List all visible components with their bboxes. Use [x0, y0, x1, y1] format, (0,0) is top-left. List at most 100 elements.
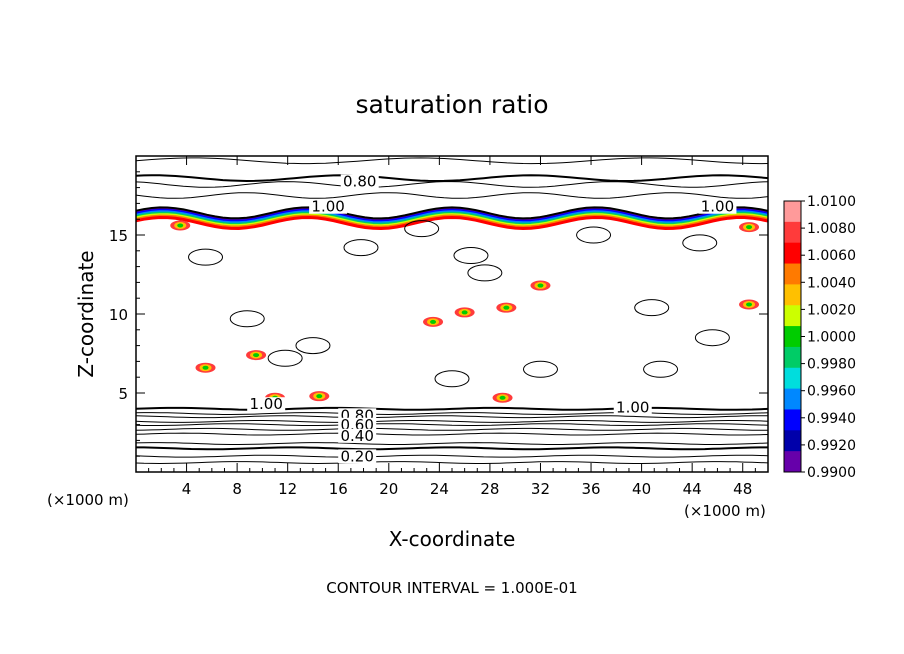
closed-contour — [576, 226, 612, 244]
contour-label: 0.40 — [340, 427, 373, 445]
x-tick-label: 16 — [329, 480, 348, 498]
colorbar-swatch — [784, 284, 801, 306]
colorbar-swatch — [784, 346, 801, 369]
saturation-band — [135, 215, 769, 231]
colorbar-label: 0.9960 — [807, 384, 856, 400]
contour-label-background — [698, 199, 737, 214]
contour-label: 1.00 — [311, 198, 344, 216]
colorbar-swatch — [784, 263, 801, 285]
closed-contour — [453, 247, 489, 265]
y-tick-label: 5 — [118, 385, 128, 403]
x-unit-right: (×1000 m) — [684, 502, 766, 520]
colorbar-label: 0.9980 — [807, 357, 856, 373]
colorbar-label: 1.0080 — [807, 221, 856, 237]
x-tick-label: 20 — [379, 480, 398, 498]
x-axis-label: X-coordinate — [389, 527, 516, 551]
x-tick-label: 48 — [733, 480, 752, 498]
supersaturated-spot-center — [746, 225, 753, 230]
contour-label: 1.00 — [701, 198, 734, 216]
contour-label-background — [247, 397, 286, 412]
closed-contour — [404, 220, 440, 238]
contour-line-1-00-upper — [135, 206, 769, 220]
colorbar-swatch — [784, 367, 801, 390]
closed-contour — [634, 299, 670, 317]
x-tick-label: 24 — [430, 480, 449, 498]
contour-line-lower — [135, 423, 769, 426]
contour-line-lower — [135, 415, 768, 419]
contour-line-lower — [135, 454, 769, 458]
colorbar-swatch — [784, 242, 801, 265]
colorbar-label: 0.9920 — [807, 438, 856, 454]
colorbar-label: 1.0000 — [807, 330, 856, 346]
colorbar-swatch — [784, 305, 801, 327]
contour-line-lower — [135, 432, 769, 436]
colorbar-label: 1.0040 — [807, 275, 856, 291]
y-tick-label: 15 — [109, 227, 128, 245]
closed-contour — [188, 248, 224, 266]
supersaturated-spot-center — [430, 319, 437, 324]
contour-label-background — [340, 174, 379, 189]
chart-title: saturation ratio — [355, 90, 548, 119]
contour-label: 1.00 — [249, 395, 282, 413]
x-tick-label: 12 — [278, 480, 297, 498]
contour-line-lower — [135, 427, 768, 431]
x-tick-label: 36 — [581, 480, 600, 498]
supersaturated-spot-center — [503, 305, 510, 310]
supersaturated-spot-center — [316, 394, 323, 399]
colorbar-label: 0.9900 — [807, 465, 856, 481]
colorbar-swatch — [784, 430, 801, 452]
colorbar-swatch — [784, 221, 801, 244]
supersaturated-spot-center — [202, 365, 209, 370]
y-axis-label: Z-coordinate — [74, 250, 98, 377]
contour-label: 1.00 — [616, 398, 649, 416]
contour-line-lower — [135, 461, 769, 465]
y-axis-ticks: 5 10 15 — [109, 171, 768, 457]
contour-label-background — [338, 449, 377, 464]
colorbar-label: 0.9940 — [807, 411, 856, 427]
closed-contour — [467, 264, 503, 282]
colorbar: 1.0100 1.0080 1.0060 1.0040 1.0020 1.0000 0.99… — [783, 194, 856, 481]
contour-line-lower — [135, 412, 769, 416]
contour-line-lower — [135, 406, 769, 411]
x-tick-label: 44 — [683, 480, 702, 498]
supersaturated-spot-center — [253, 353, 260, 358]
colorbar-swatch — [784, 409, 801, 431]
closed-contour — [267, 349, 303, 367]
plot-area: 0.801.00 1.001.00 1.000.800.600.400.20 — [135, 157, 769, 465]
colorbar-swatch — [784, 201, 801, 223]
colorbar-swatch — [784, 326, 801, 348]
contour-label: 0.20 — [340, 447, 373, 465]
colorbar-label: 1.0100 — [807, 194, 856, 210]
contour-line-lower — [136, 446, 768, 451]
x-tick-label: 40 — [632, 480, 651, 498]
x-tick-label: 28 — [480, 480, 499, 498]
contour-line-lower — [135, 420, 769, 423]
contour-label-background — [613, 400, 652, 415]
contour-line-upper — [135, 174, 769, 183]
contour-line-upper — [135, 181, 769, 188]
closed-contour — [343, 239, 379, 257]
contour-line-lower — [135, 442, 769, 445]
contour-label: 0.80 — [343, 172, 376, 190]
supersaturated-spot-center — [499, 395, 506, 400]
supersaturated-spot-center — [177, 223, 184, 228]
supersaturated-spot-center — [461, 310, 468, 315]
contour-line-upper — [135, 157, 769, 165]
x-tick-label: 32 — [531, 480, 550, 498]
contour-label-background — [338, 428, 377, 443]
y-tick-label: 10 — [109, 306, 128, 324]
closed-contour — [694, 329, 730, 347]
supersaturated-spot-center — [537, 283, 544, 288]
closed-contour — [229, 310, 265, 328]
closed-contour — [522, 360, 558, 378]
colorbar-label: 1.0060 — [807, 248, 856, 264]
contour-label-background — [338, 417, 377, 432]
supersaturated-spot-center — [746, 302, 753, 307]
closed-contour — [295, 337, 331, 355]
colorbar-swatch — [784, 388, 801, 410]
closed-contour — [434, 370, 470, 388]
x-unit-left: (×1000 m) — [47, 491, 129, 509]
closed-contour — [643, 360, 679, 378]
